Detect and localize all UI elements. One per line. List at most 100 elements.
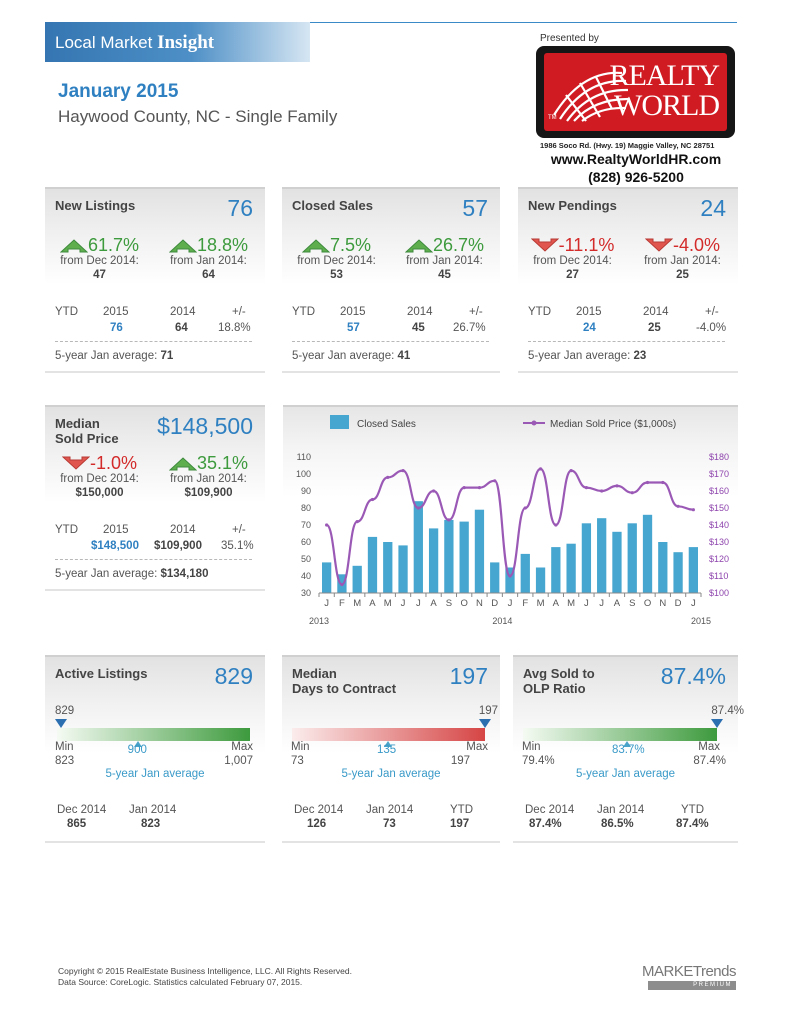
divider xyxy=(55,341,252,342)
hist-label: YTD xyxy=(450,804,473,816)
closed-sales-bar xyxy=(490,562,500,593)
median-price-point xyxy=(401,469,405,473)
ytd-label: YTD xyxy=(55,306,78,318)
panel-title-line2: Sold Price xyxy=(55,431,119,446)
divider xyxy=(528,341,725,342)
change-percent: 35.1% xyxy=(196,453,249,473)
legend-label-line: Median Sold Price ($1,000s) xyxy=(550,419,676,430)
x-tick-label: D xyxy=(491,598,498,609)
median-price-point xyxy=(569,469,573,473)
x-tick-label: J xyxy=(416,598,421,609)
y-left-tick-label: 80 xyxy=(301,503,311,513)
marketrends-premium-bar: PREMIUM xyxy=(648,981,736,990)
legend-swatch-bars xyxy=(330,415,349,429)
median-price-point xyxy=(325,523,329,527)
change-vs-prior-year: 18.8% from Jan 2014: 64 xyxy=(156,235,261,283)
ytd-header-change: +/- xyxy=(469,306,483,318)
down-arrow-icon xyxy=(644,238,673,253)
ytd-header-2015: 2015 xyxy=(340,306,366,318)
change-from-label: from Jan 2014: xyxy=(644,255,721,267)
x-tick-label: J xyxy=(508,598,513,609)
five-year-average: 5-year Jan average: 71 xyxy=(55,350,173,362)
panel-title-line1: Median xyxy=(55,416,100,431)
marketrends-wordmark: MARKETrends xyxy=(642,963,736,980)
x-tick-label: M xyxy=(567,598,575,609)
change-vs-prior-month: 61.7% from Dec 2014: 47 xyxy=(47,235,152,283)
hist-value: 823 xyxy=(141,818,161,830)
x-tick-label: J xyxy=(401,598,406,609)
closed-sales-bar xyxy=(398,545,408,593)
panel-title: Active Listings xyxy=(55,666,148,681)
x-tick-label: M xyxy=(353,598,361,609)
presented-by: Presented by xyxy=(540,33,599,44)
median-price-ytd-panel: YTD 2015 2014 +/- $148,500 $109,900 35.1… xyxy=(45,513,265,591)
closed-sales-bar xyxy=(352,565,362,593)
closed-sales-bar xyxy=(322,562,332,593)
gauge-track xyxy=(292,728,485,741)
gauge-average-caption: 5-year Jan average xyxy=(575,768,676,780)
globe-icon xyxy=(553,71,629,122)
ytd-value-2014: $109,900 xyxy=(154,540,202,552)
ytd-label: YTD xyxy=(528,306,551,318)
x-tick-label: M xyxy=(384,598,392,609)
gauge-current-marker-icon xyxy=(479,719,491,728)
marketrends-logo: MARKETrends PREMIUM xyxy=(642,963,736,991)
active-listings-history: Dec 2014 865 Jan 2014 823 xyxy=(45,797,265,843)
change-percent: 7.5% xyxy=(329,235,372,255)
change-prior-value: 64 xyxy=(202,269,215,281)
sold-to-olp-history: Dec 2014 87.4% Jan 2014 86.5% YTD 87.4% xyxy=(513,797,738,843)
ytd-header-2014: 2014 xyxy=(407,306,433,318)
gauge-max-label: Max xyxy=(466,741,488,753)
copyright-notice: Copyright © 2015 RealEstate Business Int… xyxy=(58,966,352,988)
closed-sales-bar xyxy=(658,542,668,593)
change-prior-value: $109,900 xyxy=(184,487,233,499)
gauge-average-value: 900 xyxy=(127,744,147,756)
change-from-label: from Dec 2014: xyxy=(533,255,612,267)
avg-value: $134,180 xyxy=(160,568,209,580)
closed-sales-bar xyxy=(627,523,637,593)
ytd-value-2014: 25 xyxy=(648,322,661,334)
gauge-min-label: Min xyxy=(55,741,74,753)
ytd-table: YTD 2015 2014 +/- 57 45 26.7% xyxy=(292,306,497,336)
x-tick-label: N xyxy=(476,598,483,609)
y-left-tick-label: 50 xyxy=(301,554,311,564)
ytd-value-change: 35.1% xyxy=(221,540,254,552)
report-region: Haywood County, NC - Single Family xyxy=(58,107,338,126)
closed-sales-bar xyxy=(367,536,378,593)
closed-sales-bar xyxy=(520,553,530,593)
median-price-point xyxy=(538,467,543,471)
closed-sales-bar xyxy=(459,521,469,593)
change-vs-prior-year: 35.1% from Jan 2014: $109,900 xyxy=(156,453,261,501)
header-banner: Local Market Insight xyxy=(45,22,310,62)
y-right-tick-label: $100 xyxy=(709,588,729,598)
y-axis-left: 30 40 50 60 70 80 90 100 110 xyxy=(296,452,311,598)
closed-sales-panel: Closed Sales 57 7.5% from Dec 2014: 53 2… xyxy=(282,187,500,283)
gauge-average-marker-icon xyxy=(133,741,142,747)
x-tick-label: D xyxy=(675,598,682,609)
x-tick-label: A xyxy=(553,598,560,609)
median-price-point xyxy=(462,486,466,490)
panel-value: 829 xyxy=(214,663,253,689)
office-website-link[interactable]: www.RealtyWorldHR.com xyxy=(550,151,722,167)
gauge-track xyxy=(57,728,250,741)
change-from-label: from Dec 2014: xyxy=(60,255,139,267)
five-year-average: 5-year Jan average: 23 xyxy=(528,350,646,362)
ytd-value-2014: 64 xyxy=(175,322,188,334)
gauge-track xyxy=(523,728,717,741)
legend-swatch-marker xyxy=(531,420,537,426)
median-price-panel: Median Sold Price $148,500 -1.0% from Dec… xyxy=(45,405,265,501)
closed-sales-bar xyxy=(642,514,653,593)
median-price-point xyxy=(508,574,512,578)
hist-label: YTD xyxy=(681,804,704,816)
avg-value: 23 xyxy=(633,350,647,362)
closed-sales-ytd-panel: YTD 2015 2014 +/- 57 45 26.7% 5-year Jan… xyxy=(282,295,500,373)
bar-series xyxy=(322,501,698,593)
median-price-line xyxy=(325,467,694,586)
panel-value: $148,500 xyxy=(157,413,253,439)
closed-sales-bar xyxy=(444,519,454,593)
x-tick-label: J xyxy=(324,598,329,609)
change-vs-prior-year: 26.7% from Jan 2014: 45 xyxy=(392,235,497,283)
closed-sales-bar xyxy=(428,528,439,593)
up-arrow-icon xyxy=(301,238,330,253)
